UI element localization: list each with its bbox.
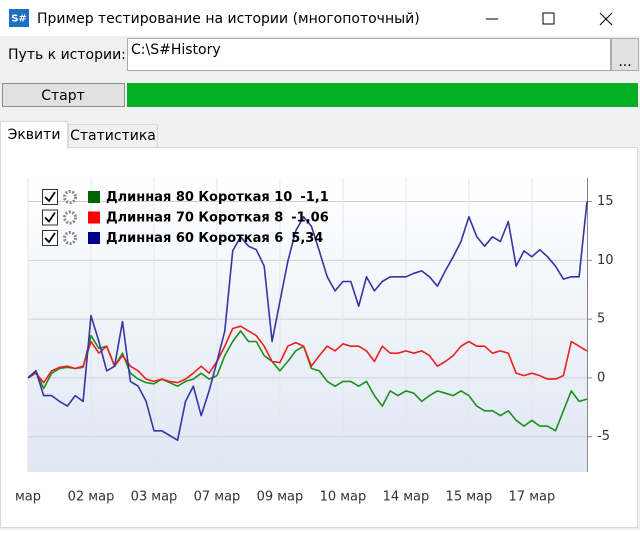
x-tick-label: 03 мар [131, 490, 178, 505]
x-tick-label: 10 мар [320, 490, 367, 505]
legend-value: -1,1 [300, 190, 328, 205]
legend-name: Длинная 60 Короткая 6 [106, 231, 283, 246]
legend-gear [63, 231, 77, 245]
legend-swatch [88, 211, 100, 224]
legend-value: -1,06 [291, 210, 328, 225]
path-value: C:\S#History [131, 42, 221, 58]
tab-join [1, 147, 67, 149]
x-tick-label: 14 мар [383, 490, 430, 505]
app-icon-text: S# [11, 14, 27, 25]
maximize-button[interactable] [542, 12, 555, 25]
x-tick-label: 17 мар [509, 490, 556, 505]
x-tick-label: 07 мар [194, 490, 241, 505]
y-tick-label: 0 [597, 370, 605, 385]
legend-name: Длинная 80 Короткая 10 [106, 190, 292, 205]
x-tick-label: 02 мар [68, 490, 115, 505]
y-tick-label: -5 [597, 429, 610, 444]
legend-text: Длинная 80 Короткая 10 -1,1 [106, 190, 329, 205]
legend-check [44, 232, 56, 244]
start-button-text: Старт [41, 88, 85, 104]
x-tick-label: мар [15, 490, 41, 505]
legend-item[interactable]: Длинная 80 Короткая 10 -1,1 [42, 189, 329, 205]
tab-label: Статистика [70, 128, 156, 144]
browse-button-text: ... [618, 54, 631, 70]
x-tick-label: 09 мар [257, 490, 304, 505]
legend-value: 5,34 [291, 231, 323, 246]
legend-text: Длинная 70 Короткая 8 -1,06 [106, 210, 329, 225]
title-bar [0, 0, 640, 36]
legend-swatch [88, 232, 100, 244]
plot: -5 0 5 10 15 мар 02 мар 03 мар 07 мар 09 мар 10 ма… [15, 178, 614, 505]
progress-bar [127, 83, 638, 107]
legend-gear [63, 190, 77, 204]
start-button[interactable] [2, 83, 125, 107]
tab-label: Эквити [8, 127, 61, 143]
legend-gear [63, 210, 77, 225]
legend-text: Длинная 60 Короткая 6 5,34 [106, 231, 323, 246]
window-title: Пример тестирование на истории (многопот… [37, 11, 420, 27]
legend-item[interactable]: Длинная 70 Короткая 8 -1,06 [42, 209, 329, 226]
tab[interactable] [68, 124, 158, 148]
path-input[interactable] [127, 38, 611, 71]
series-line [27, 325, 588, 384]
y-tick-label: 10 [597, 253, 614, 268]
legend-checkbox [42, 209, 58, 226]
path-label: Путь к истории: [8, 47, 126, 63]
y-tick-label: 15 [597, 194, 614, 209]
series-line [27, 201, 588, 441]
close-button[interactable] [599, 12, 613, 26]
legend-swatch [88, 191, 100, 203]
legend-item[interactable]: Длинная 60 Короткая 6 5,34 [42, 230, 324, 246]
app-icon [9, 9, 29, 27]
legend-checkbox [42, 230, 58, 246]
browse-button[interactable] [611, 38, 639, 71]
x-tick-label: 15 мар [446, 490, 493, 505]
legend-check [44, 191, 56, 203]
legend-checkbox [42, 189, 58, 205]
legend-name: Длинная 70 Короткая 8 [106, 210, 283, 225]
y-tick-label: 5 [597, 312, 605, 327]
legend-check [44, 212, 56, 223]
